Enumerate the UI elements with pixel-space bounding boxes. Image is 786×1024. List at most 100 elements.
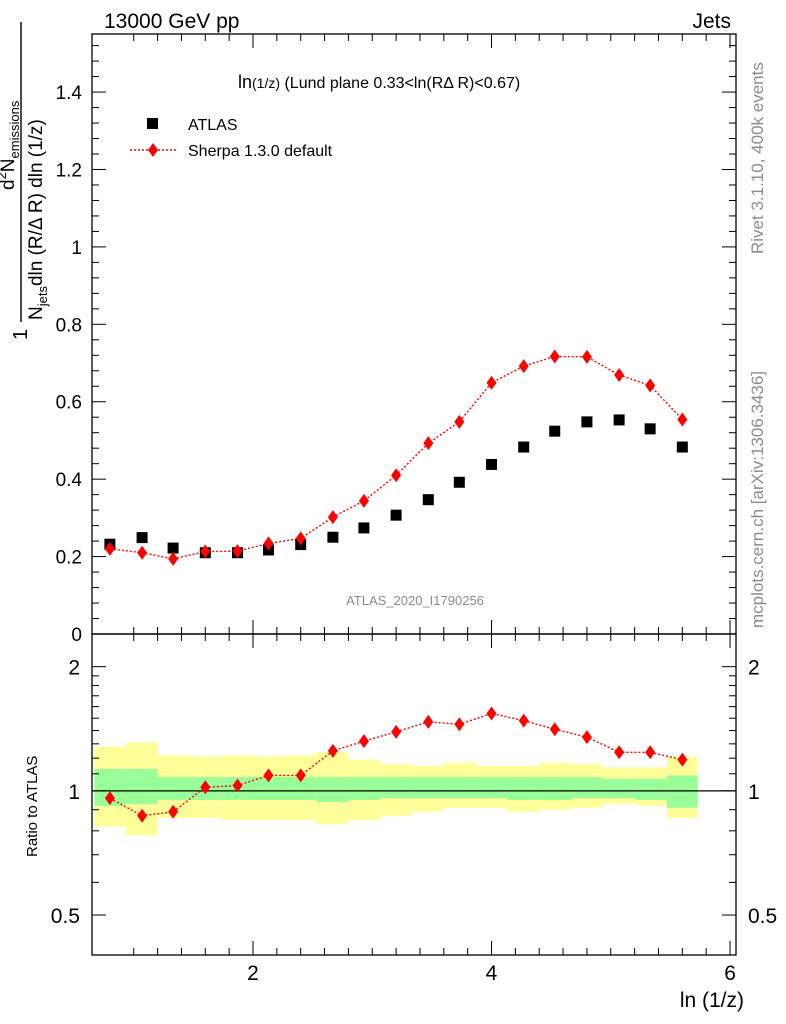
- plot-title-arg: (1/z): [252, 75, 280, 91]
- atlas-data-point: [549, 425, 561, 437]
- sherpa-main-point: [168, 551, 179, 566]
- sherpa-main-point: [645, 378, 656, 393]
- plot-title-rest: (Lund plane 0.33<ln(RΔ R)<0.67): [280, 75, 520, 92]
- band-inner-bin: [316, 777, 349, 802]
- ylabel-num-d: d: [0, 179, 19, 190]
- sherpa-ratio-point: [645, 745, 656, 760]
- x-tick-label: 2: [247, 962, 259, 985]
- ylabel-den-rest: dln (R/Δ R) dln (1/z): [26, 119, 47, 286]
- band-inner-bin: [602, 778, 635, 799]
- sherpa-main-point: [104, 541, 115, 556]
- atlas-data-point: [327, 531, 339, 543]
- atlas-data-point: [613, 414, 625, 426]
- ylabel-one: 1: [10, 329, 32, 340]
- band-inner-bin: [507, 777, 540, 801]
- main-y-tick-label: 0: [71, 625, 82, 646]
- sherpa-ratio-point: [327, 743, 338, 758]
- legend-data-label: ATLAS: [188, 117, 238, 134]
- main-plot-marks: [104, 349, 688, 566]
- ratio-plot-marks: [104, 706, 688, 823]
- atlas-data-point: [390, 509, 402, 521]
- band-inner-bin: [411, 777, 444, 799]
- sherpa-main-point: [391, 468, 402, 483]
- sherpa-main-point: [263, 536, 274, 551]
- sherpa-ratio-point: [295, 768, 306, 783]
- ratio-y-tick-label-right: 1: [748, 781, 760, 804]
- rivet-version-label: Rivet 3.1.10, 400k events: [748, 62, 767, 254]
- atlas-data-point: [676, 441, 688, 453]
- main-y-tick-label: 0.6: [56, 393, 82, 414]
- sherpa-main-point: [677, 412, 688, 427]
- analysis-watermark: ATLAS_2020_I1790256: [346, 593, 484, 608]
- sherpa-main-point: [518, 359, 529, 374]
- sherpa-ratio-point: [200, 780, 211, 795]
- ratio-y-tick-label-right: 2: [748, 657, 760, 680]
- legend-data-marker: [147, 118, 158, 129]
- ylabel-njets-sub: jets: [35, 286, 50, 308]
- ylabel-num-sup: 2: [0, 172, 9, 179]
- band-inner-bin: [380, 777, 412, 799]
- ratio-uncertainty-bands: [94, 742, 698, 836]
- plot-title: ln(1/z) (Lund plane 0.33<ln(RΔ R)<0.67): [238, 72, 520, 92]
- main-y-tick-label: 1.2: [56, 160, 82, 181]
- band-inner-bin: [348, 777, 381, 801]
- sherpa-ratio-point: [486, 706, 497, 721]
- band-inner-bin: [443, 777, 477, 799]
- x-tick-label: 6: [724, 962, 736, 985]
- sherpa-ratio-point: [168, 804, 179, 819]
- legend-mc-label: Sherpa 1.3.0 default: [188, 143, 333, 160]
- band-inner-bin: [571, 777, 603, 799]
- sherpa-ratio-point: [518, 713, 529, 728]
- main-y-tick-label: 0.2: [56, 548, 82, 569]
- atlas-data-point: [453, 476, 465, 488]
- ylabel-num-n: N: [0, 158, 19, 172]
- main-y-tick-label: 1: [71, 238, 82, 259]
- band-inner-bin: [285, 777, 317, 801]
- band-inner-bin: [476, 777, 508, 799]
- atlas-data-point: [358, 522, 370, 534]
- sherpa-ratio-point: [391, 724, 402, 739]
- sherpa-main-point: [423, 436, 434, 451]
- band-inner-bin: [157, 777, 190, 801]
- atlas-data-point: [486, 458, 498, 470]
- sherpa-main-point: [327, 510, 338, 525]
- main-axis-ticks: 0 0.2 0.4 0.6 0.8 1 1.2 1.4: [56, 34, 736, 646]
- sherpa-ratio-point: [423, 714, 434, 729]
- ylabel-denominator: Njetsdln (R/Δ R) dln (1/z): [26, 119, 50, 320]
- y-axis-label-main: 1 Njetsdln (R/Δ R) dln (1/z) d2Nemission…: [0, 22, 50, 340]
- ratio-y-tick-label-right: 0.5: [748, 905, 777, 928]
- header-right: Jets: [692, 10, 731, 33]
- sherpa-main-point: [200, 544, 211, 559]
- sherpa-ratio-point: [104, 791, 115, 806]
- band-inner-bin: [539, 777, 572, 801]
- ratio-plot-frame: [91, 633, 737, 956]
- sherpa-ratio-point: [358, 734, 369, 749]
- header-left: 13000 GeV pp: [104, 10, 239, 33]
- mcplots-reference-label: mcplots.cern.ch [arXiv:1306.3436]: [748, 370, 767, 628]
- atlas-data-point: [581, 416, 593, 428]
- sherpa-main-point: [581, 349, 592, 364]
- sherpa-ratio-point: [549, 722, 560, 737]
- sherpa-ratio-point: [263, 768, 274, 783]
- sherpa-ratio-point: [137, 808, 148, 823]
- ylabel-num-sub: emissions: [7, 100, 22, 158]
- ratio-y-tick-label: 1: [68, 781, 80, 804]
- ylabel-njets: N: [26, 306, 47, 320]
- atlas-data-point: [644, 423, 656, 435]
- main-y-tick-label: 0.4: [56, 470, 83, 491]
- sherpa-ratio-point: [454, 717, 465, 732]
- sherpa-main-line: [109, 355, 683, 560]
- band-inner-bin: [253, 777, 286, 801]
- sherpa-ratio-point: [581, 730, 592, 745]
- ratio-axis-ticks: 0.5 0.5 1 1 2 2 2 4 6: [51, 634, 777, 985]
- legend: ATLAS Sherpa 1.3.0 default: [130, 117, 333, 160]
- sherpa-main-point: [295, 531, 306, 546]
- main-y-tick-label: 1.4: [56, 83, 83, 104]
- y-axis-label-ratio: Ratio to ATLAS: [24, 756, 41, 857]
- band-inner-bin: [125, 768, 158, 804]
- sherpa-main-point: [549, 349, 560, 364]
- plot-title-ln: ln: [238, 72, 252, 92]
- band-inner-bin: [666, 775, 698, 808]
- sherpa-main-point: [358, 493, 369, 508]
